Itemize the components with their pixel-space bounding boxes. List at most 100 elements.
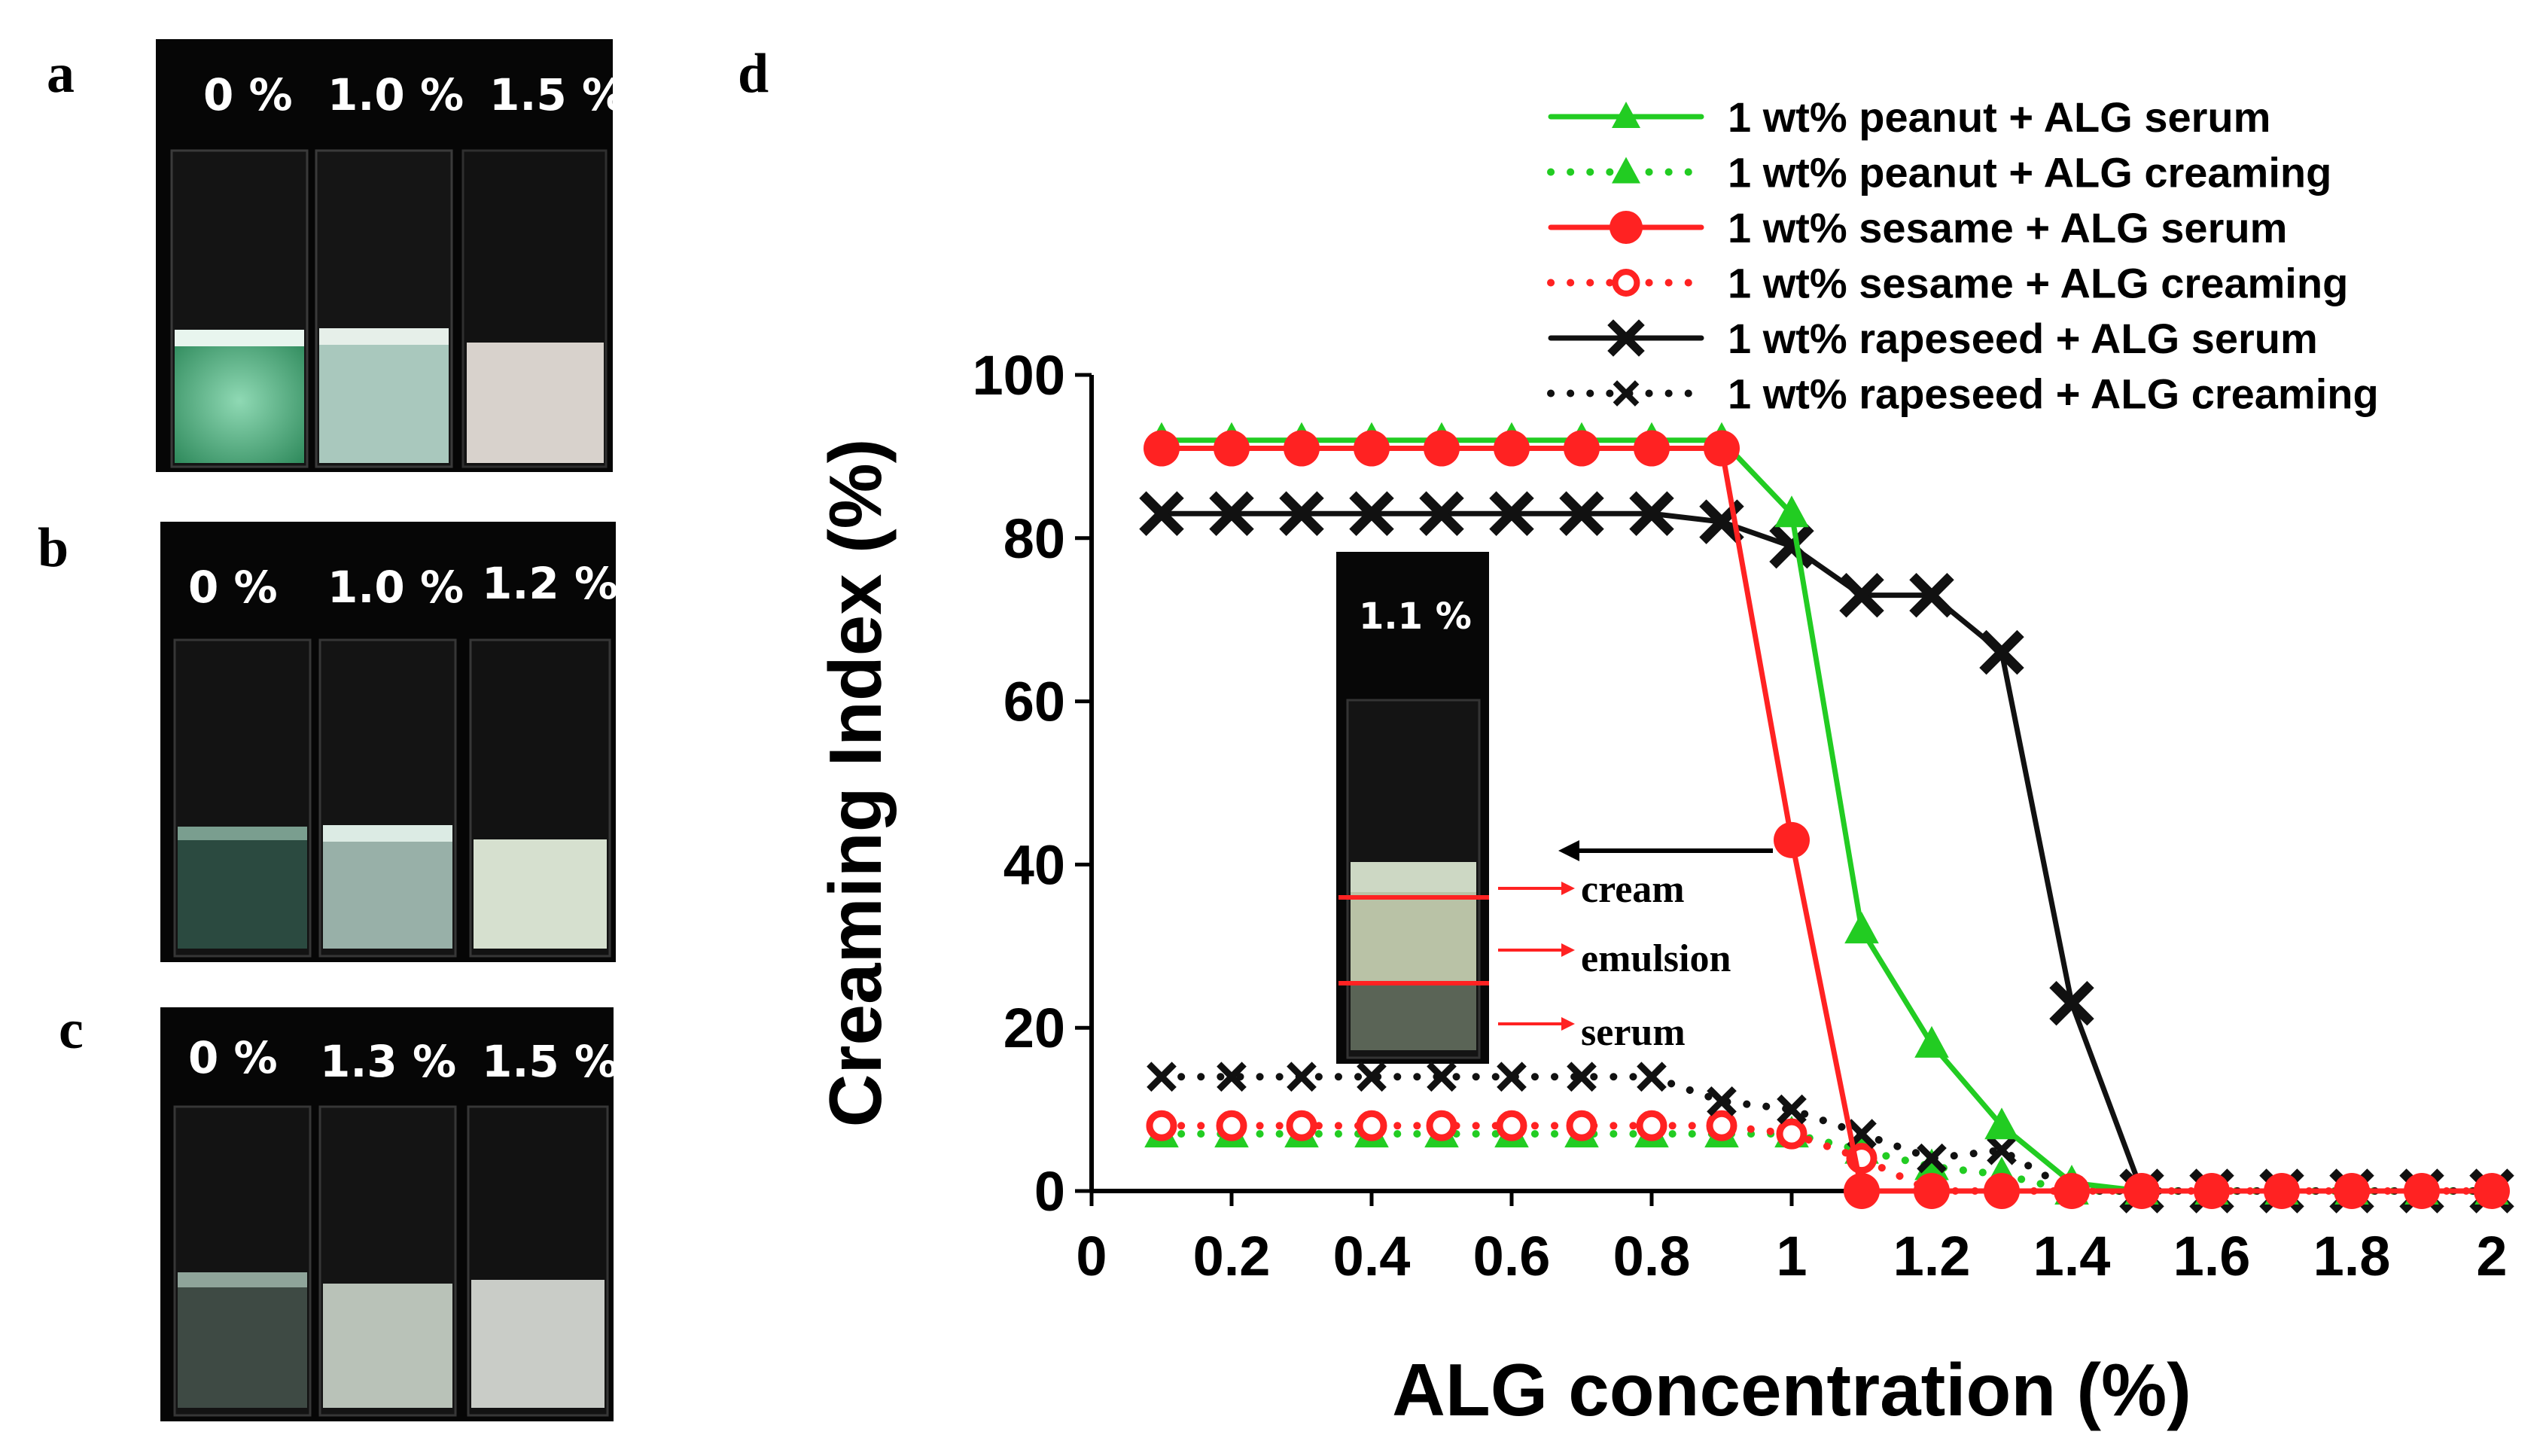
inset-photo: 1.1 %: [1336, 552, 1489, 1064]
panel-letter-a: a: [47, 43, 75, 105]
x-tick-label: 1: [1776, 1225, 1807, 1287]
data-point: [1984, 1107, 2019, 1140]
data-point: [1629, 491, 1674, 537]
x-tick-label: 0.4: [1333, 1225, 1411, 1287]
legend-label: 1 wt% rapeseed + ALG serum: [1728, 315, 2318, 362]
photo-a-label-2: 1.0 %: [327, 69, 464, 120]
x-tick-label: 0.2: [1193, 1225, 1271, 1287]
data-point: [1776, 1118, 1807, 1150]
legend-marker: [1607, 319, 1645, 357]
photo-b-label-3: 1.2 %: [482, 558, 618, 609]
legend-item: 1 wt% peanut + ALG creaming: [1547, 149, 2331, 196]
data-point: [1774, 495, 1809, 528]
panel-letter-b: b: [38, 517, 69, 579]
legend-label: 1 wt% sesame + ALG serum: [1728, 204, 2287, 251]
data-point: [1489, 491, 1534, 537]
data-point: [1286, 1110, 1317, 1141]
data-point: [1424, 430, 1460, 467]
x-tick-label: 1.6: [2173, 1225, 2251, 1287]
photo-a-label-3: 1.5 %: [489, 69, 626, 120]
data-point: [1497, 1062, 1527, 1092]
photo-panel-a: 0 % 1.0 % 1.5 %: [156, 39, 626, 472]
data-point: [1914, 1025, 1949, 1058]
data-point: [1637, 1062, 1667, 1092]
data-point: [2049, 980, 2094, 1026]
data-point: [2474, 1173, 2510, 1209]
data-point: [1847, 1119, 1877, 1149]
data-point: [1214, 430, 1250, 467]
legend-item: 1 wt% peanut + ALG serum: [1548, 93, 2270, 141]
data-point: [1704, 430, 1740, 467]
panel-letter-c: c: [59, 999, 84, 1061]
data-point: [1914, 1148, 1949, 1180]
x-tick-label: 0.8: [1613, 1225, 1691, 1287]
data-point: [1144, 430, 1180, 467]
data-point: [1209, 491, 1254, 537]
data-point: [1987, 1135, 2017, 1165]
x-tick-label: 0: [1076, 1225, 1107, 1287]
photo-c-label-3: 1.5 %: [482, 1036, 618, 1087]
data-point: [1844, 912, 1879, 944]
photo-b-label-2: 1.0 %: [327, 562, 464, 613]
data-point: [1634, 430, 1670, 467]
legend-label: 1 wt% rapeseed + ALG creaming: [1728, 370, 2379, 418]
legend-item: 1 wt% rapeseed + ALG serum: [1548, 315, 2318, 362]
legend-item: 1 wt% rapeseed + ALG creaming: [1547, 370, 2379, 418]
data-point: [1914, 1173, 1950, 1209]
y-tick-label: 0: [1034, 1160, 1065, 1223]
data-point: [1567, 1062, 1597, 1092]
photo-a-label-1: 0 %: [203, 69, 293, 120]
legend-label: 1 wt% peanut + ALG creaming: [1728, 149, 2331, 196]
data-point: [1357, 1062, 1387, 1092]
data-point: [2404, 1173, 2440, 1209]
data-point: [1217, 1062, 1247, 1092]
data-point: [1559, 491, 1604, 537]
data-point: [2194, 1173, 2230, 1209]
data-point: [2124, 1173, 2160, 1209]
data-point: [1287, 1062, 1317, 1092]
cream-arrow: [1498, 882, 1575, 895]
data-point: [1496, 1110, 1527, 1141]
y-tick-label: 60: [1003, 671, 1065, 733]
emulsion-arrow: [1498, 943, 1575, 957]
photo-b-label-1: 0 %: [188, 562, 278, 613]
y-ticks: 0 20 40 60 80 100: [973, 344, 1092, 1223]
legend-marker: [1612, 269, 1640, 297]
x-tick-label: 0.6: [1473, 1225, 1551, 1287]
data-point: [1917, 1143, 1947, 1174]
series-sesame-serum: [1144, 430, 2510, 1209]
photo-c-label-2: 1.3 %: [320, 1036, 456, 1087]
series-rapeseed-creaming: [1147, 1062, 2507, 1206]
layer-label-serum: serum: [1581, 1011, 1686, 1054]
data-point: [2054, 1173, 2090, 1209]
data-point: [1909, 572, 1954, 618]
serum-arrow: [1498, 1017, 1575, 1031]
x-tick-label: 1.4: [2033, 1225, 2111, 1287]
data-point: [1146, 1110, 1177, 1141]
data-point: [2264, 1173, 2300, 1209]
legend-item: 1 wt% sesame + ALG serum: [1548, 204, 2287, 251]
y-tick-label: 80: [1003, 507, 1065, 570]
series-layer: [1139, 422, 2514, 1214]
data-point: [1356, 1110, 1387, 1141]
legend-marker: [1613, 380, 1640, 407]
series-line: [1158, 1130, 2496, 1195]
data-point: [1279, 491, 1324, 537]
photo-panel-c: 0 % 1.3 % 1.5 %: [160, 1007, 618, 1421]
photo-panel-b: 0 % 1.0 % 1.2 %: [160, 522, 618, 962]
data-point: [1139, 491, 1184, 537]
data-point: [1494, 430, 1530, 467]
legend-label: 1 wt% peanut + ALG serum: [1728, 93, 2270, 141]
y-axis-title: Creaming Index (%): [814, 439, 897, 1128]
inset-pointer-arrow: [1558, 840, 1773, 861]
x-ticks: 0 0.2 0.4 0.6 0.8 1 1.2 1.4 1.6 1.8 2: [1076, 1191, 2508, 1287]
x-tick-label: 2: [2476, 1225, 2507, 1287]
y-tick-label: 100: [973, 344, 1065, 407]
inset-label: 1.1 %: [1359, 595, 1472, 638]
data-point: [1147, 1062, 1177, 1092]
data-point: [1706, 1110, 1737, 1141]
data-point: [1844, 1173, 1880, 1209]
data-point: [1349, 491, 1394, 537]
legend: 1 wt% peanut + ALG serum 1 wt% peanut + A…: [1547, 93, 2379, 418]
